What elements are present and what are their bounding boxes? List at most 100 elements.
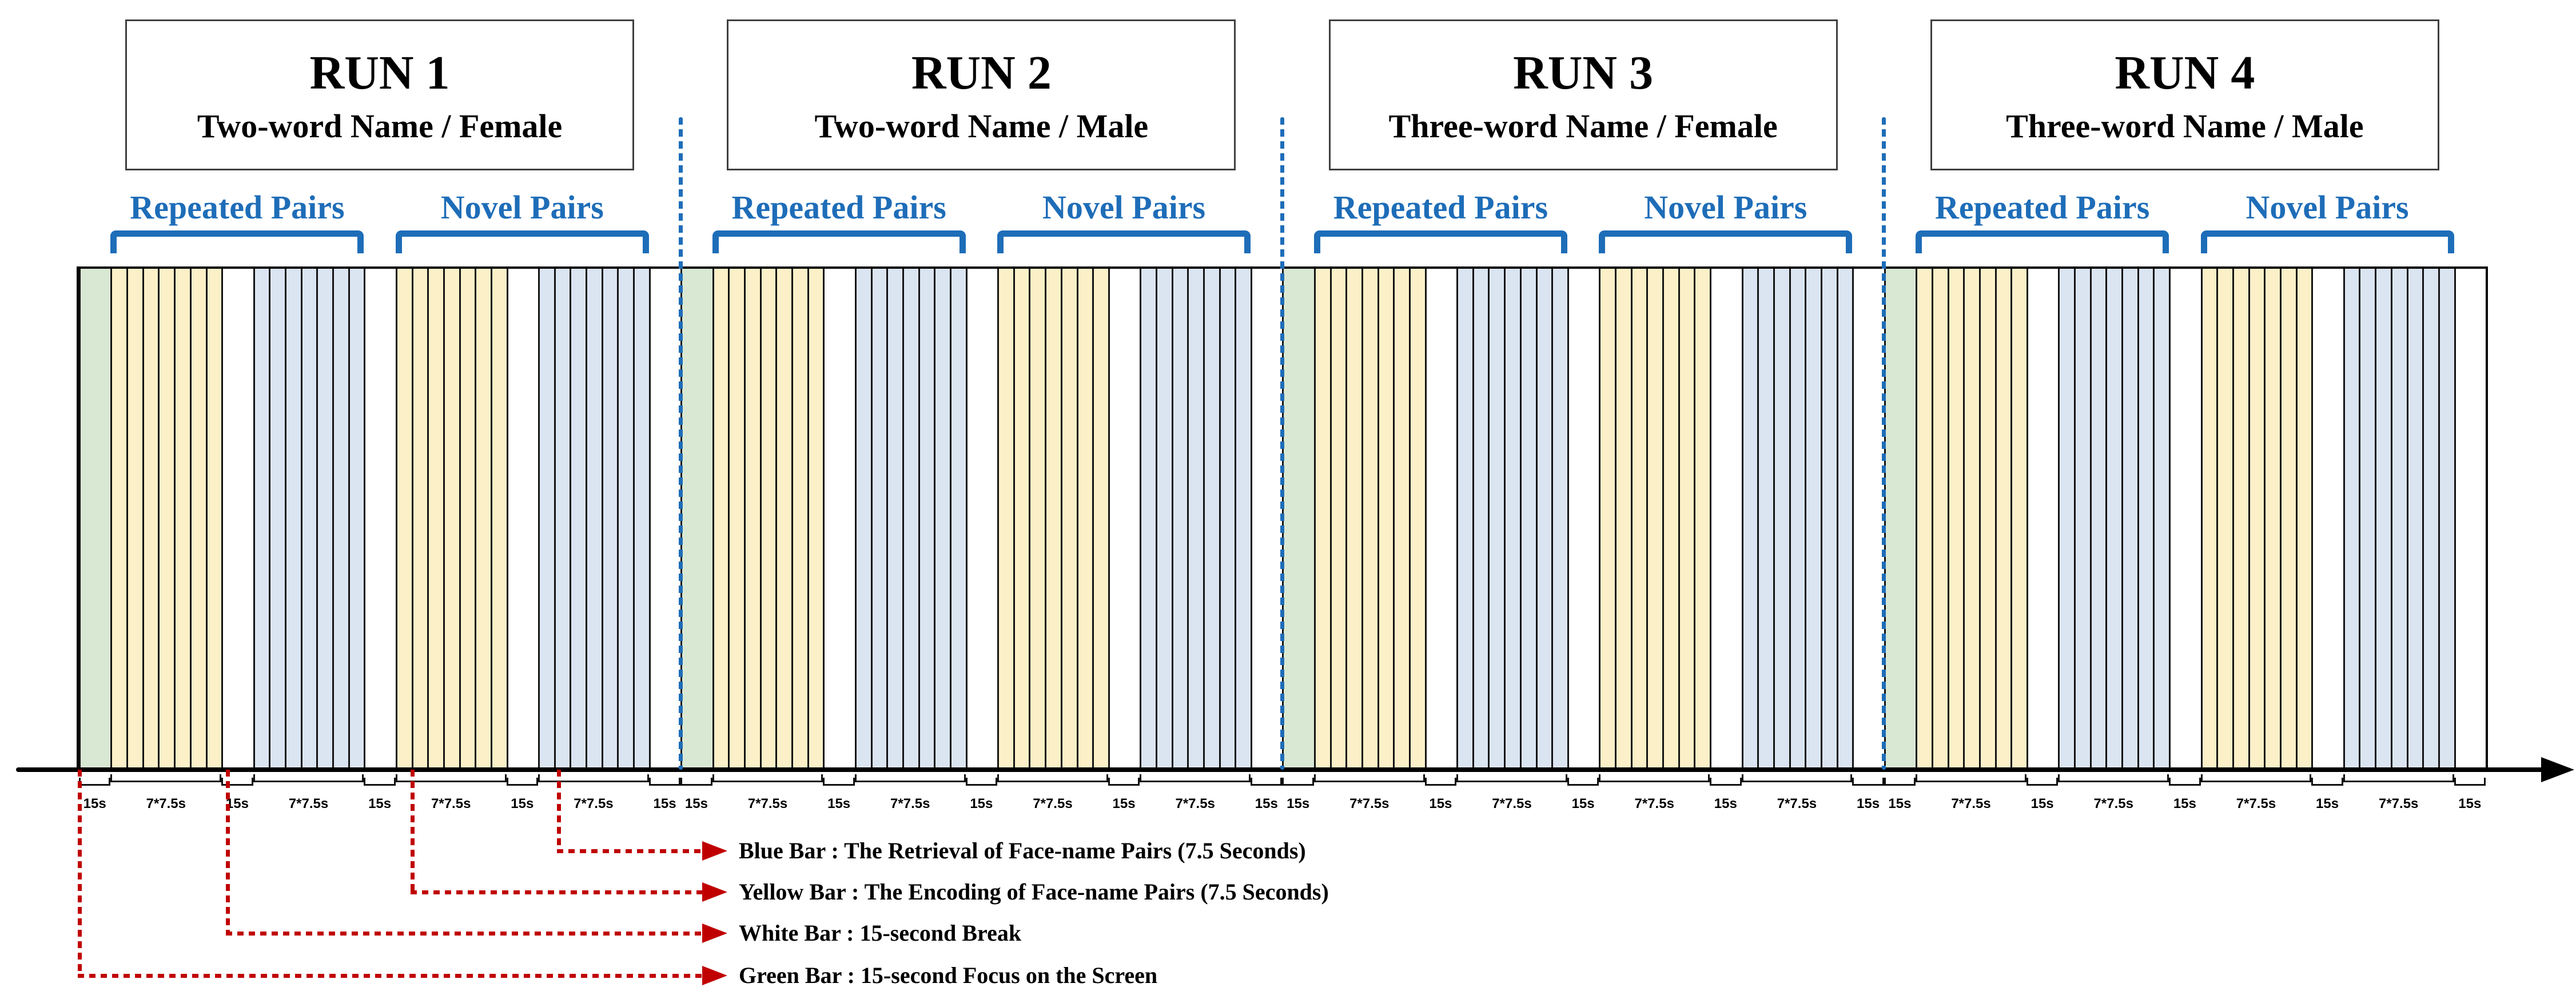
- repeated-pairs-bracket: [712, 230, 966, 253]
- bar-yellow: [1329, 269, 1347, 770]
- repeated-pairs-bracket: [1313, 230, 1567, 253]
- bar-yellow: [2295, 269, 2312, 770]
- bar-blue: [1488, 269, 1505, 770]
- bar-blue: [1504, 269, 1521, 770]
- legend-connector-vertical: [410, 770, 415, 894]
- run-header-box: RUN 4 Three-word Name / Male: [1930, 19, 2439, 170]
- bar-blue: [918, 269, 935, 770]
- segment-tick: [364, 778, 396, 786]
- segment-duration-label: 15s: [2316, 796, 2339, 811]
- repeated-pairs-bracket: [110, 230, 364, 253]
- bar-yellow: [1060, 269, 1077, 770]
- run-subtitle: Three-word Name / Male: [2006, 108, 2364, 145]
- segment-duration-label: 7*7.5s: [2236, 796, 2276, 811]
- bar-blue: [1187, 269, 1204, 770]
- bar-yellow: [2216, 269, 2233, 770]
- run-subtitle: Three-word Name / Female: [1388, 108, 1778, 145]
- segment-duration-label: 15s: [2030, 796, 2054, 811]
- bar-yellow: [1092, 269, 1109, 770]
- segment-duration-label: 15s: [1255, 796, 1278, 811]
- bar-blue: [554, 269, 571, 770]
- bar-yellow: [1931, 269, 1948, 770]
- segment-duration-label: 7*7.5s: [574, 796, 614, 811]
- legend-connector-horizontal: [557, 849, 702, 853]
- bar-yellow: [1361, 269, 1379, 770]
- legend-arrowhead-icon: [702, 841, 727, 861]
- bar-white: [221, 269, 254, 770]
- segment-tick: [1741, 774, 1853, 782]
- bar-yellow: [1377, 269, 1394, 770]
- bar-blue: [300, 269, 317, 770]
- bar-yellow: [205, 269, 222, 770]
- bar-white: [2454, 269, 2487, 770]
- bar-white: [1424, 269, 1458, 770]
- bar-white: [364, 269, 397, 770]
- bar-blue: [1235, 269, 1252, 770]
- bar-yellow: [443, 269, 460, 770]
- segment-tick: [1251, 778, 1283, 786]
- bar-yellow: [1393, 269, 1410, 770]
- bar-yellow: [1978, 269, 1996, 770]
- bar-yellow: [2280, 269, 2297, 770]
- novel-pairs-label: Novel Pairs: [1644, 189, 1807, 226]
- segment-tick: [2343, 774, 2454, 782]
- bar-blue: [1757, 269, 1774, 770]
- segment-tick: [2311, 778, 2343, 786]
- bar-blue: [2153, 269, 2170, 770]
- bar-blue: [2406, 269, 2423, 770]
- bar-blue: [1155, 269, 1173, 770]
- bar-blue: [1789, 269, 1806, 770]
- bar-white: [2026, 269, 2059, 770]
- segment-duration-label: 7*7.5s: [146, 796, 186, 811]
- bar-yellow: [411, 269, 428, 770]
- bar-yellow: [1630, 269, 1647, 770]
- bar-white: [2311, 269, 2344, 770]
- bar-yellow: [126, 269, 144, 770]
- segment-tick: [854, 774, 966, 782]
- bar-white: [1108, 269, 1141, 770]
- segment-tick: [712, 774, 823, 782]
- bar-white: [965, 269, 998, 770]
- bar-blue: [1805, 269, 1822, 770]
- bar-white: [1567, 269, 1600, 770]
- segment-tick: [965, 778, 998, 786]
- bar-yellow: [1076, 269, 1093, 770]
- segment-tick: [221, 778, 253, 786]
- bar-green: [79, 269, 112, 770]
- segment-duration-label: 7*7.5s: [1175, 796, 1215, 811]
- bar-yellow: [142, 269, 159, 770]
- bar-yellow: [1947, 269, 1964, 770]
- run-subtitle: Two-word Name / Male: [814, 108, 1149, 145]
- bar-blue: [538, 269, 555, 770]
- bar-blue: [1171, 269, 1188, 770]
- novel-pairs-bracket: [997, 230, 1251, 253]
- bar-yellow: [110, 269, 128, 770]
- segment-tick: [253, 774, 364, 782]
- bar-blue: [332, 269, 349, 770]
- segment-duration-label: 7*7.5s: [2378, 796, 2419, 811]
- legend-arrowhead-icon: [702, 966, 727, 985]
- bar-blue: [316, 269, 333, 770]
- bar-yellow: [1599, 269, 1616, 770]
- bar-yellow: [1646, 269, 1663, 770]
- segment-tick: [79, 778, 111, 786]
- segment-duration-label: 7*7.5s: [1951, 796, 1991, 811]
- segment-tick: [1884, 778, 1916, 786]
- bar-yellow: [744, 269, 761, 770]
- bar-blue: [253, 269, 270, 770]
- segment-duration-label: 15s: [1888, 796, 1912, 811]
- bar-yellow: [1916, 269, 1933, 770]
- segment-duration-label: 15s: [653, 796, 676, 811]
- segment-tick: [1852, 778, 1884, 786]
- segment-tick: [1710, 778, 1742, 786]
- bar-blue: [870, 269, 887, 770]
- bar-yellow: [2200, 269, 2217, 770]
- bar-yellow: [1345, 269, 1363, 770]
- run-subtitle: Two-word Name / Female: [197, 108, 563, 145]
- segment-tick: [1282, 778, 1314, 786]
- segment-tick: [538, 774, 649, 782]
- legend-label: Green Bar : 15-second Focus on the Scree…: [739, 962, 1158, 988]
- novel-pairs-bracket: [395, 230, 649, 253]
- repeated-pairs-label: Repeated Pairs: [1333, 189, 1548, 226]
